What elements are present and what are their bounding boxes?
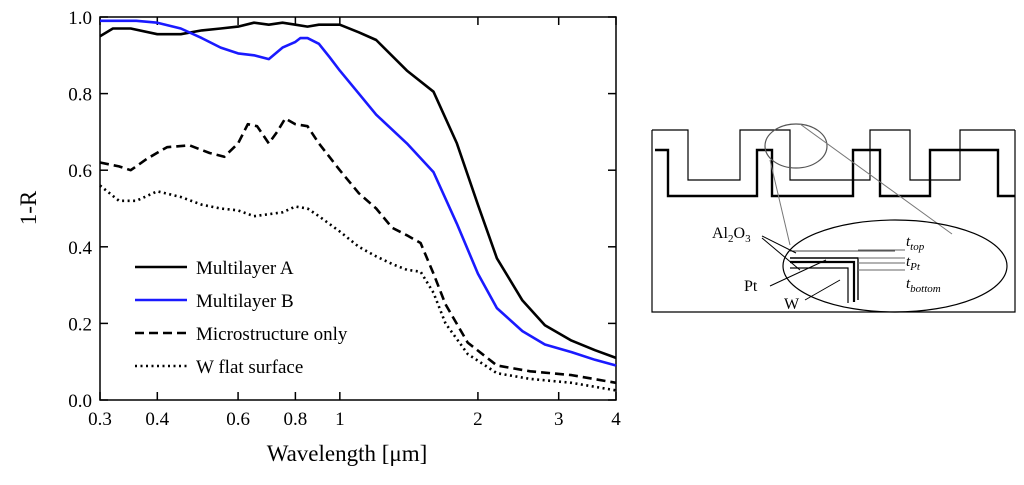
series-line-2 <box>100 19 617 367</box>
series-line-3 <box>99 117 617 385</box>
y-tick-label: 0.0 <box>68 391 92 412</box>
y-axis-label: 1-R <box>16 190 41 225</box>
legend-label-4: W flat surface <box>196 357 303 378</box>
zoom-line-bottom <box>769 159 791 246</box>
axis-ticks: 0.3 0.4 0.6 0.8 1 2 3 4 0.0 0.2 0.4 0.6 0.8 1.0 <box>68 8 621 430</box>
al2o3-label: Al2O3 <box>712 225 751 245</box>
series-line-4 <box>99 184 617 392</box>
zoom-ellipse <box>782 219 1008 313</box>
x-tick-label: 2 <box>473 409 483 430</box>
substrate-outline <box>651 130 1016 313</box>
x-axis-label: Wavelength [μm] <box>267 441 428 466</box>
pt-leader <box>769 259 827 287</box>
x-tick-label: 0.6 <box>226 409 250 430</box>
plot-frame <box>99 16 617 401</box>
legend-label-2: Multilayer B <box>196 291 294 312</box>
t-top-label: ttop <box>906 234 925 253</box>
magnifier-circle <box>764 123 828 169</box>
tungsten-profile <box>655 148 1015 198</box>
legend-label-1: Multilayer A <box>196 258 294 279</box>
legend: Multilayer A Multilayer B Microstructure o… <box>135 258 348 378</box>
legend-label-3: Microstructure only <box>196 324 348 345</box>
pt-layer <box>790 260 856 302</box>
y-tick-label: 0.8 <box>68 85 92 106</box>
x-tick-label: 0.8 <box>284 409 308 430</box>
reflectance-chart: 0.3 0.4 0.6 0.8 1 2 3 4 0.0 0.2 0.4 0.6 0.8 1.0 1-R W… <box>16 8 621 466</box>
series-lines <box>99 19 617 392</box>
x-tick-label: 0.3 <box>88 409 112 430</box>
x-tick-label: 0.4 <box>145 409 169 430</box>
zoom-line-top <box>799 123 953 235</box>
w-label: W <box>784 296 800 313</box>
y-tick-label: 0.6 <box>68 161 92 182</box>
pt-label: Pt <box>744 278 758 295</box>
x-tick-label: 1 <box>335 409 345 430</box>
x-tick-label: 3 <box>554 409 564 430</box>
x-tick-label: 4 <box>611 409 621 430</box>
al2o3-leader-2 <box>761 237 801 271</box>
t-pt-label: tPt <box>906 254 921 273</box>
y-tick-label: 0.4 <box>68 238 92 259</box>
w-leader <box>804 279 841 301</box>
al2o3-leader-1 <box>761 235 797 254</box>
t-bottom-label: tbottom <box>906 276 941 295</box>
y-tick-label: 0.2 <box>68 314 92 335</box>
coating-profile <box>652 129 1015 181</box>
diagram-labels: Al2O3 Pt W ttop tPt tbottom <box>712 225 941 313</box>
y-tick-label: 1.0 <box>68 8 92 29</box>
multilayer-structure-diagram <box>651 123 1016 313</box>
